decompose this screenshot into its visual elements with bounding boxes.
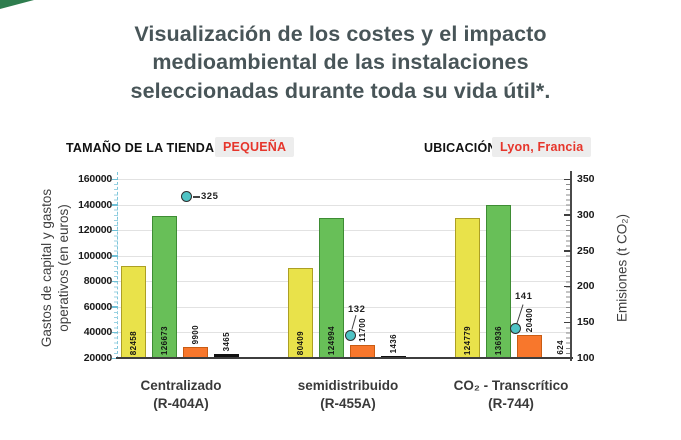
left-axis-tick-label: 120000: [78, 224, 112, 237]
left-axis-tick-label: 60000: [83, 300, 112, 313]
left-axis-tick-label: 160000: [78, 173, 112, 185]
category-label-line: (R-455A): [320, 395, 376, 411]
right-axis-minor-ticks: [566, 179, 570, 358]
bar-value-label: 136936: [493, 325, 503, 355]
right-axis-tick-label: 150: [577, 316, 595, 329]
bar-value-label: 80409: [295, 330, 305, 355]
category-label-line: Centralizado: [140, 378, 222, 393]
category-label-1: Centralizado (R-404A): [91, 377, 271, 412]
bar-value-label: 20400: [524, 307, 534, 333]
category-label-line: semidistribuido: [297, 378, 399, 393]
page-title: Visualización de los costes y el impacto…: [0, 20, 681, 105]
left-axis-tick: [112, 306, 118, 308]
left-axis-tick-label: 140000: [78, 198, 112, 211]
category-label-line: (R-744): [488, 395, 534, 411]
right-axis-line: [570, 171, 572, 361]
corner-accent: [0, 0, 34, 9]
category-label-3: CO₂ - Transcrítico (R-744): [421, 377, 601, 412]
emission-connector: [351, 315, 357, 330]
left-axis-minor-ticks: [114, 179, 118, 358]
bar-yellow-group3: [455, 218, 480, 358]
emission-value-label: 325: [201, 191, 219, 203]
bar-yellow-group1: [121, 265, 146, 358]
bar-green-group2: [319, 218, 344, 358]
left-axis-tick: [112, 229, 118, 232]
left-axis-tick: [112, 204, 118, 206]
right-axis-tick-label: 350: [577, 173, 595, 185]
bar-value-label: 11700: [357, 318, 367, 342]
right-axis-tick: [564, 214, 571, 216]
bar-value-label: 9900: [190, 324, 200, 344]
left-axis-title: Gastos de capital y gastos operativos (e…: [39, 189, 73, 347]
bar-value-label: 124779: [462, 325, 472, 355]
gridline: [118, 281, 570, 283]
bar-value-label: 3465: [221, 331, 231, 352]
emission-dot: [509, 323, 521, 335]
emission-value-label: 132: [348, 304, 366, 316]
bar-value-label: 126673: [159, 325, 169, 355]
location-label: UBICACIÓN: [424, 141, 497, 155]
left-axis-tick-label: 40000: [83, 326, 112, 339]
right-axis-tick-label: 200: [577, 280, 595, 293]
gridline: [118, 255, 570, 257]
bar-green-group1: [152, 216, 177, 358]
page-title-line-3: seleccionadas durante toda su vida útil*…: [130, 78, 551, 103]
right-axis-title: Emisiones (t CO₂): [614, 213, 630, 323]
category-label-2: semidistribuido (R-455A): [258, 377, 438, 412]
left-axis-tick: [112, 280, 118, 283]
left-axis-title-line-2: operativos (en euros): [56, 204, 71, 332]
bar-value-label: 1436: [388, 334, 398, 354]
right-axis-tick-label: 250: [577, 244, 595, 257]
gridline: [118, 230, 570, 232]
page-title-line-1: Visualización de los costes y el impacto: [134, 22, 547, 46]
right-axis-tick-label: 300: [577, 208, 595, 221]
right-axis-tick: [564, 250, 571, 252]
filters-row: TAMAÑO DE LA TIENDA PEQUEÑA UBICACIÓN Ly…: [0, 137, 681, 161]
emission-dot: [180, 191, 192, 203]
plot-area: 82458 80409 124779 126673 124994 136936 9900 11…: [118, 179, 573, 358]
bar-value-label: 624: [555, 339, 565, 355]
emission-value-label: 141: [515, 290, 533, 302]
right-axis-tick-label: 100: [577, 352, 595, 364]
gridline: [118, 204, 570, 206]
bar-yellow-group2: [288, 268, 313, 358]
gridline: [118, 332, 570, 334]
emission-connector: [192, 196, 200, 198]
left-axis-tick: [112, 357, 118, 359]
bar-green-group3: [486, 204, 511, 358]
gridline: [118, 306, 570, 308]
x-axis-baseline: [116, 357, 573, 359]
right-axis-tick: [564, 321, 571, 324]
gridline: [118, 179, 570, 180]
store-size-label: TAMAÑO DE LA TIENDA: [66, 141, 215, 155]
bar-value-label: 82458: [128, 330, 138, 355]
right-axis-tick: [564, 285, 571, 288]
left-axis-title-line-1: Gastos de capital y gastos: [39, 188, 55, 348]
location-value-badge[interactable]: Lyon, Francia: [492, 137, 592, 157]
bar-orange-group3: [517, 335, 542, 358]
left-axis-tick-label: 80000: [83, 275, 112, 288]
right-axis-tick: [564, 178, 571, 180]
store-size-value-badge[interactable]: PEQUEÑA: [215, 137, 295, 157]
category-label-line: (R-404A): [153, 395, 209, 411]
left-axis-tick-label: 20000: [83, 352, 112, 364]
category-label-line: CO₂ - Transcrítico: [453, 378, 569, 393]
left-axis-tick: [112, 255, 118, 257]
left-axis-tick: [112, 331, 118, 334]
emission-dot: [344, 329, 356, 341]
left-axis-tick-label: 100000: [78, 249, 112, 262]
left-axis-tick: [112, 178, 118, 180]
page-title-line-2: medioambiental de las instalaciones: [152, 50, 529, 75]
bar-value-label: 124994: [326, 325, 336, 355]
